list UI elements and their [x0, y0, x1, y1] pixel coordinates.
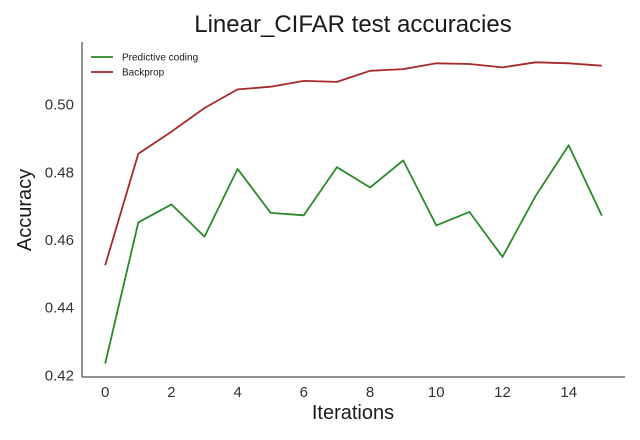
- x-axis-label: Iterations: [312, 402, 394, 424]
- x-tick-label: 14: [560, 384, 577, 401]
- x-tick-label: 4: [233, 384, 241, 401]
- x-tick-label: 10: [428, 384, 445, 401]
- y-tick-label: 0.46: [45, 232, 74, 249]
- x-tick-label: 8: [366, 384, 374, 401]
- y-tick-label: 0.42: [45, 367, 74, 384]
- legend: Predictive coding Backprop: [91, 53, 198, 79]
- x-axis-ticks: 0 2 4 6 8 10 12 14: [101, 384, 577, 401]
- series-line-predictive-coding: [104, 144, 603, 364]
- series-lines: [104, 61, 603, 364]
- y-tick-label: 0.44: [45, 300, 74, 317]
- series-line-backprop: [104, 61, 602, 266]
- x-tick-label: 0: [101, 384, 109, 401]
- x-tick-label: 6: [300, 384, 308, 401]
- y-axis-ticks: 0.42 0.44 0.46 0.48 0.50: [45, 97, 74, 385]
- plot-area: 0 2 4 6 8 10 12 14 0.42 0.44 0.46 0.48 0.50: [45, 42, 625, 401]
- x-tick-label: 12: [494, 384, 511, 401]
- y-tick-label: 0.50: [45, 97, 74, 114]
- x-tick-label: 2: [167, 384, 175, 401]
- legend-label: Backprop: [122, 68, 165, 79]
- chart-title: Linear_CIFAR test accuracies: [194, 11, 511, 38]
- y-axis-label: Accuracy: [14, 169, 36, 251]
- legend-label: Predictive coding: [122, 53, 198, 64]
- y-tick-label: 0.48: [45, 164, 74, 181]
